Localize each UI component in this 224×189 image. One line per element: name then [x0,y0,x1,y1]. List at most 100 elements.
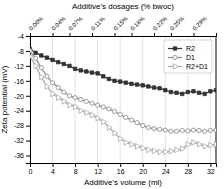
x-axis-tick-mark [53,163,54,167]
legend: R2D1R2+D1 [164,40,212,73]
y-axis-tick-label: -28 [14,122,24,129]
x-axis-tick-label: 4 [51,168,55,175]
series-marker [79,97,83,101]
series-marker [73,96,77,100]
series-marker [146,125,150,129]
series-marker [152,148,157,154]
series-marker [192,140,197,146]
series-marker [214,141,216,147]
x2-axis-tick-mark [115,33,116,36]
series-marker [113,79,116,82]
series-marker [85,70,88,73]
series-marker [85,110,90,116]
series-marker [62,99,67,105]
x2-axis-tick: 0.04% [51,15,68,36]
legend-marker [173,64,178,70]
x-axis-title: Additive's volume (ml) [84,178,162,187]
legend-label: R2 [186,45,195,52]
series-marker [180,128,184,132]
series-marker [50,81,54,85]
y-axis-title: Zeta potential (mV) [0,65,9,133]
series-marker [158,127,162,131]
series-marker [90,101,94,105]
series-marker [181,146,186,152]
x2-axis-line [31,33,217,37]
y-axis-tick-label: -20 [14,93,24,100]
series-marker [124,81,127,84]
series-marker [135,143,140,149]
series-marker [57,95,62,101]
y-axis-tick-label: -12 [14,63,24,70]
legend-marker [173,47,176,50]
y-axis-tick: -24 [14,107,30,114]
x-axis-line [31,164,217,168]
x2-axis-tick-label: 0.04% [51,15,68,32]
series-marker [96,103,100,107]
grid-line [97,36,98,163]
series-marker [203,92,206,95]
y-axis-tick-label: -8 [18,48,24,55]
series-marker [175,91,178,94]
series-marker [118,112,122,116]
series-marker [67,94,71,98]
series-marker [30,54,33,60]
series-marker [192,90,195,93]
series-line [30,51,216,131]
series-marker [124,115,128,119]
x2-axis-tick-mark [193,33,194,36]
x-axis-tick-label: 32 [207,168,215,175]
series-marker [191,128,195,132]
series-marker [197,91,200,94]
series-marker [90,112,95,118]
series-marker [73,104,78,110]
series-marker [174,129,178,133]
x2-axis-tick: 0.22% [152,15,169,36]
x-axis-tick-label: 28 [184,168,192,175]
x-axis-tick-mark [210,163,211,167]
x-axis-tick: 24 [162,163,170,175]
series-marker [147,85,150,88]
x-axis-tick-mark [120,163,121,167]
x-axis-tick-label: 12 [94,168,102,175]
x-axis-tick-mark [98,163,99,167]
series-marker [45,74,49,78]
x-axis-tick-mark [75,163,76,167]
series-marker [90,71,93,74]
x2-axis-tick: 0.07% [67,15,84,36]
x2-axis-tick-mark [131,33,132,36]
y-axis-tick-mark [26,66,30,67]
series-marker [186,129,190,133]
x-axis-tick: 32 [207,163,215,175]
series-marker [197,141,202,147]
x-axis-tick-mark [165,163,166,167]
series-marker [107,77,110,80]
series-marker [186,141,191,147]
x-axis-tick-label: 0 [29,168,33,175]
series-marker [203,129,207,133]
series-marker [79,108,84,114]
series-marker [141,145,146,151]
x-axis-tick-label: 16 [117,168,125,175]
x2-axis-tick: 0.15% [113,15,130,36]
series-marker [197,128,201,132]
series-marker [62,90,66,94]
y-axis-tick-mark [26,141,30,142]
x2-axis-tick-label: 0.22% [152,15,169,32]
x2-axis-tick-label: 0.25% [169,15,186,32]
series-marker [113,130,118,136]
series-marker [141,124,145,128]
x2-axis-tick-mark [92,33,93,36]
y-axis-tick-mark [26,156,30,157]
series-marker [68,102,73,108]
series-marker [51,91,56,97]
y-axis-tick-mark [26,111,30,112]
legend-item: R2 [168,45,195,52]
y-axis-tick-label: -36 [14,152,24,159]
series-marker [96,72,99,75]
x2-axis-tick-label: 0.11% [90,15,106,31]
grid-line [52,36,53,163]
series-marker [152,86,155,89]
series-marker [40,74,45,80]
x2-axis-tick-mark [171,33,172,36]
series-marker [175,147,180,153]
